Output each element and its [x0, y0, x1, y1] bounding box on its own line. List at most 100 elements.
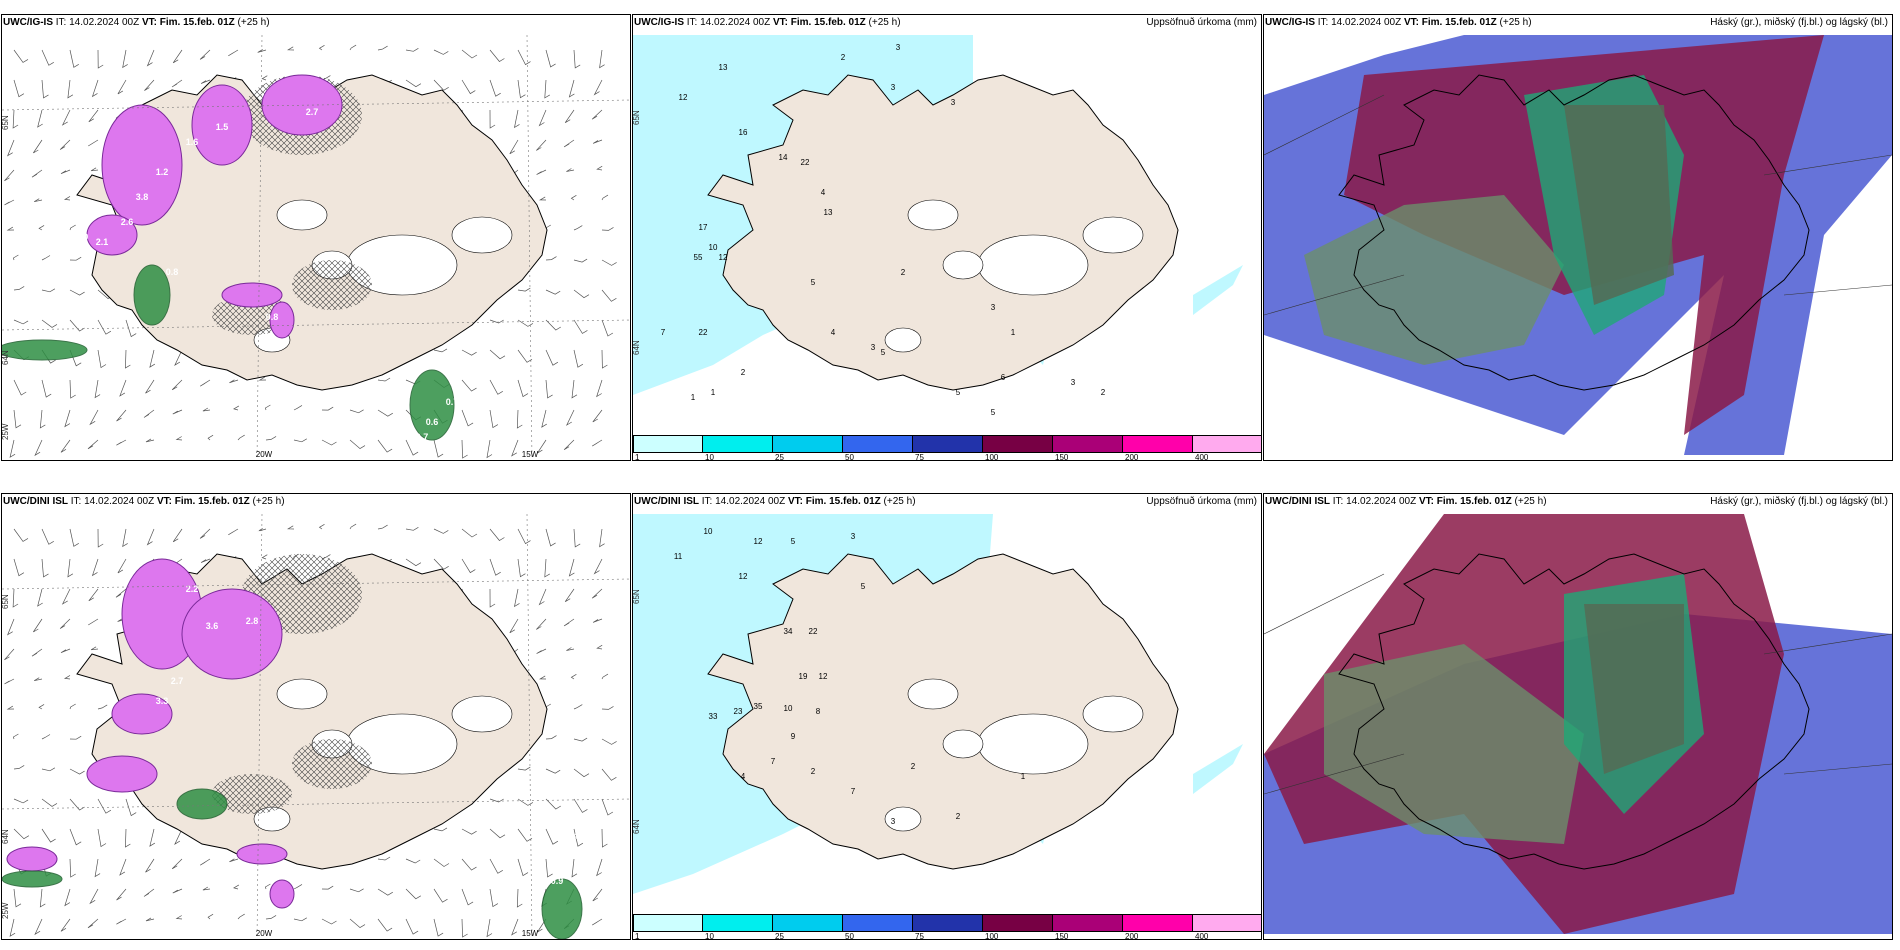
precip-value: 0.4 [306, 62, 319, 72]
wind-barb [461, 888, 474, 906]
hatch-area [292, 739, 372, 789]
glacier [276, 678, 328, 710]
wind-barb [125, 319, 137, 338]
lead-time: (+25 h) [1511, 496, 1547, 507]
wind-barb [461, 379, 477, 392]
precip-value: 2.0 [466, 402, 479, 412]
wind-barb [233, 884, 240, 890]
wind-barb [601, 194, 609, 201]
wind-barb [545, 49, 556, 68]
wind-barb [41, 288, 56, 293]
wind-barb [601, 673, 609, 680]
wind-barb [207, 913, 214, 920]
wind-barb [377, 377, 391, 382]
wind-barb [61, 588, 71, 605]
colorbar-label: 50 [845, 453, 854, 461]
wind-barb [69, 528, 79, 547]
wind-barb [349, 44, 357, 51]
wind-barb [517, 858, 529, 877]
wind-barb [41, 319, 58, 328]
accum-value: 22 [809, 627, 818, 636]
glacier [451, 216, 513, 254]
init-time-value: 14.02.2024 00Z [1331, 17, 1404, 28]
lat-tick: 65N [633, 589, 641, 604]
accum-value: 3 [891, 817, 896, 826]
precip-value: 1.2 [156, 167, 169, 177]
wind-barb [97, 319, 112, 335]
colorbar-label: 200 [1125, 453, 1139, 461]
colorbar-label: 25 [775, 932, 784, 940]
wind-barb [545, 319, 561, 331]
wind-barb [91, 558, 99, 577]
wind-barb [517, 558, 526, 578]
wind-barb [265, 915, 277, 920]
wind-barb [88, 109, 99, 123]
accum-value: 16 [739, 128, 748, 137]
colorbar-label: 100 [985, 453, 999, 461]
colorbar-swatch [773, 435, 843, 453]
wind-barb [601, 289, 617, 302]
wind-barb [41, 798, 58, 807]
map-canvas: 0.4 2.7 1.5 1.6 1.2 3.8 2.6 2.1 1.0 0.7 2.0 0.6 0.7 0… [2, 35, 630, 460]
init-time-value: 14.02.2024 00Z [69, 17, 142, 28]
wind-barb [545, 858, 553, 878]
precip-value: 3.6 [206, 621, 219, 631]
wind-barb [13, 528, 29, 542]
wind-barb [516, 888, 523, 908]
precip-value: 0.7 [446, 397, 459, 407]
wind-barb [88, 618, 99, 626]
wind-barb [433, 49, 449, 55]
wind-barb [87, 439, 99, 450]
wind-barb [69, 858, 76, 878]
lon-tick: 20W [256, 929, 273, 938]
precip-area-green [133, 264, 171, 326]
precip-value: 0.8 [266, 312, 279, 322]
wind-barb [564, 109, 575, 124]
precip-value: 3.8 [136, 192, 149, 202]
wind-barb [41, 79, 49, 99]
accum-value: 5 [956, 388, 961, 397]
wind-barb [116, 918, 127, 925]
wind-barb [38, 225, 45, 231]
wind-barb [377, 524, 388, 530]
wind-barb [171, 379, 183, 391]
colorbar-label: 10 [705, 453, 714, 461]
wind-barb [69, 379, 76, 399]
colorbar-label: 150 [1055, 453, 1069, 461]
wind-barb [69, 49, 79, 68]
init-time-label: IT: [1317, 17, 1332, 28]
precip-value: 1.8 [471, 906, 484, 916]
model-name: UWC/IG-IS [1265, 17, 1315, 28]
colorbar-swatch [843, 435, 913, 453]
accum-value: 4 [741, 772, 746, 781]
wind-barb [89, 888, 99, 905]
precip-value: 1.8 [56, 751, 69, 761]
init-time-label: IT: [55, 17, 70, 28]
accum-value: 6 [1001, 373, 1006, 382]
glacier [276, 199, 328, 231]
wind-barb [144, 79, 155, 91]
colorbar-swatch [1123, 914, 1193, 932]
wind-barb [237, 434, 245, 441]
wind-barb [202, 886, 211, 891]
wind-barb [509, 139, 519, 155]
precip-value: 2.8 [246, 616, 259, 626]
wind-barb [63, 675, 71, 680]
lat-tick: 64N [633, 340, 641, 355]
wind-barb [405, 888, 421, 900]
wind-barb [261, 75, 268, 81]
wind-barb [517, 49, 531, 66]
wind-barb [172, 528, 183, 543]
wind-barb [202, 407, 211, 412]
accum-value: 5 [791, 537, 796, 546]
wind-barb [538, 196, 547, 201]
wind-barb [4, 648, 15, 661]
wind-barb [6, 226, 15, 231]
wind-barb [172, 49, 183, 64]
wind-barb [60, 439, 71, 453]
glacier [884, 327, 922, 353]
hatch-area [212, 774, 292, 814]
lead-time: (+25 h) [865, 17, 901, 28]
colorbar: 1 10 25 50 75 100 150 200 400 [633, 914, 1261, 940]
colorbar-swatch [1193, 914, 1261, 932]
